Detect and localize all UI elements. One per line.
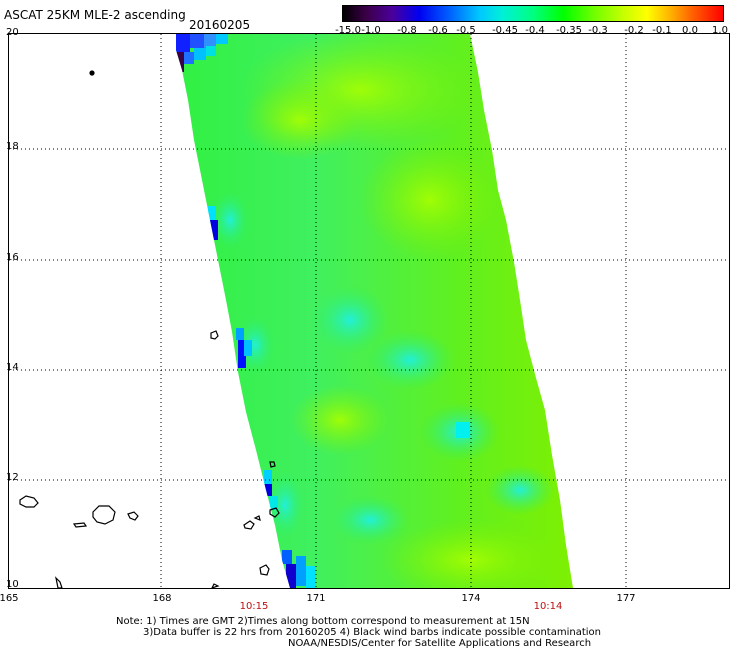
colorbar-tick: -0.5 xyxy=(456,25,476,36)
note-line-2: 3)Data buffer is 22 hrs from 20160205 4)… xyxy=(143,627,601,638)
island-outlines xyxy=(19,70,280,590)
time-label: 10:15 xyxy=(239,601,269,612)
longitude-labels: 165 168 171 174 177 10:15 10:14 xyxy=(0,593,636,612)
lat-label: 20 xyxy=(6,27,19,38)
colorbar-tick: 1.0 xyxy=(712,25,728,36)
colorbar-tick: 0.0 xyxy=(682,25,698,36)
note-line-1: Note: 1) Times are GMT 2)Times along bot… xyxy=(116,616,530,627)
colorbar-tick: -0.6 xyxy=(428,25,448,36)
colorbar xyxy=(342,5,724,22)
colorbar-tick: -0.35 xyxy=(556,25,582,36)
colorbar-ticks: -15.0 -1.0 -0.8 -0.6 -0.5 -0.45 -0.4 -0.… xyxy=(0,0,740,40)
latitude-labels: 20 18 16 14 12 10 xyxy=(0,0,40,600)
map-frame xyxy=(8,33,730,589)
lon-label: 168 xyxy=(152,593,172,604)
lon-label: 165 xyxy=(0,593,19,604)
note-line-3: NOAA/NESDIS/Center for Satellite Applica… xyxy=(288,638,592,649)
lon-label: 177 xyxy=(616,593,636,604)
lat-label: 14 xyxy=(6,362,19,373)
lat-label: 10 xyxy=(6,579,19,590)
colorbar-tick: -15.0 xyxy=(335,25,361,36)
colorbar-tick: -0.3 xyxy=(588,25,608,36)
time-label: 10:14 xyxy=(533,601,563,612)
colorbar-tick: -0.45 xyxy=(492,25,518,36)
colorbar-tick: -0.1 xyxy=(652,25,672,36)
colorbar-tick: -0.2 xyxy=(624,25,644,36)
product-title: ASCAT 25KM MLE-2 ascending xyxy=(4,8,186,22)
colorbar-tick: -1.0 xyxy=(361,25,381,36)
lon-label: 174 xyxy=(461,593,481,604)
graticule xyxy=(9,34,729,588)
lat-label: 12 xyxy=(6,472,19,483)
lon-label: 171 xyxy=(306,593,326,604)
colorbar-tick: -0.4 xyxy=(525,25,545,36)
lat-label: 16 xyxy=(6,252,19,263)
product-date: 20160205 xyxy=(189,18,251,32)
colorbar-tick: -0.8 xyxy=(397,25,417,36)
lat-label: 18 xyxy=(6,141,19,152)
